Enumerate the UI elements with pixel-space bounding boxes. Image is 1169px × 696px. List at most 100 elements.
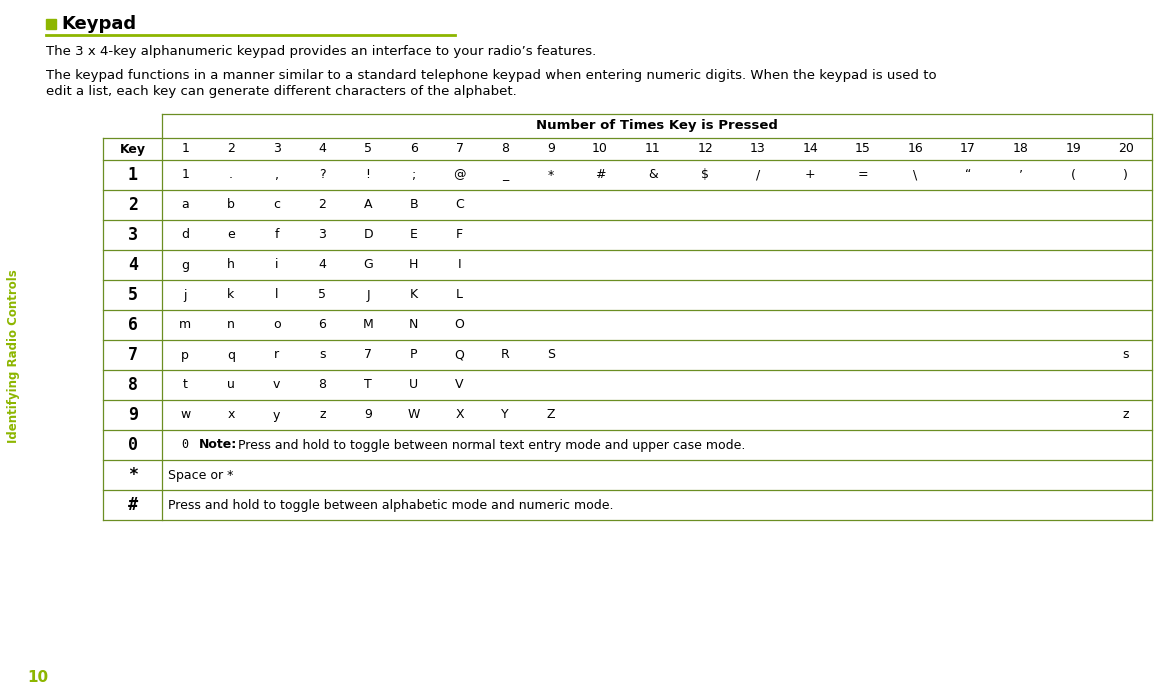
Text: K: K [410,289,417,301]
Text: The 3 x 4-key alphanumeric keypad provides an interface to your radio’s features: The 3 x 4-key alphanumeric keypad provid… [46,45,596,58]
Text: b: b [227,198,235,212]
Text: M: M [362,319,373,331]
Text: 7: 7 [127,346,138,364]
Text: Space or *: Space or * [168,468,234,482]
Text: w: w [180,409,191,422]
Text: 9: 9 [365,409,372,422]
Text: 2: 2 [318,198,326,212]
Text: 7: 7 [364,349,372,361]
Text: s: s [1122,349,1129,361]
Text: “: “ [964,168,971,182]
Text: ): ) [1123,168,1128,182]
Text: *: * [127,466,138,484]
Text: x: x [227,409,235,422]
Text: S: S [547,349,555,361]
Text: F: F [456,228,463,242]
Text: 16: 16 [907,143,924,155]
Text: a: a [181,198,189,212]
Text: 10: 10 [27,670,49,686]
Text: 1: 1 [127,166,138,184]
Text: y: y [274,409,281,422]
Text: L: L [456,289,463,301]
Text: J: J [366,289,369,301]
Text: Y: Y [502,409,509,422]
Text: C: C [455,198,464,212]
Text: Keypad: Keypad [61,15,136,33]
Text: !: ! [366,168,371,182]
Text: ;: ; [411,168,416,182]
Text: 8: 8 [127,376,138,394]
Text: I: I [458,258,462,271]
Text: #: # [127,496,138,514]
Text: V: V [455,379,464,391]
Text: 3: 3 [272,143,281,155]
Text: 3: 3 [318,228,326,242]
Text: 1: 1 [181,143,189,155]
Text: @: @ [454,168,465,182]
Text: 19: 19 [1065,143,1081,155]
Text: 0: 0 [181,438,189,452]
Text: u: u [227,379,235,391]
FancyBboxPatch shape [46,19,56,29]
Text: 9: 9 [127,406,138,424]
Text: 2: 2 [127,196,138,214]
Text: z: z [1122,409,1129,422]
Text: 0: 0 [127,436,138,454]
Text: edit a list, each key can generate different characters of the alphabet.: edit a list, each key can generate diffe… [46,84,517,97]
Text: 4: 4 [318,143,326,155]
Text: 14: 14 [802,143,818,155]
Text: U: U [409,379,419,391]
Text: 5: 5 [318,289,326,301]
Text: 5: 5 [364,143,372,155]
Text: f: f [275,228,279,242]
Text: h: h [227,258,235,271]
Text: Q: Q [455,349,464,361]
Text: 9: 9 [547,143,555,155]
Text: The keypad functions in a manner similar to a standard telephone keypad when ent: The keypad functions in a manner similar… [46,70,936,83]
Text: q: q [227,349,235,361]
Text: v: v [274,379,281,391]
Text: ,: , [275,168,278,182]
Text: R: R [500,349,510,361]
Text: Press and hold to toggle between normal text entry mode and upper case mode.: Press and hold to toggle between normal … [230,438,746,452]
Text: z: z [319,409,326,422]
Text: T: T [365,379,372,391]
Text: t: t [182,379,188,391]
Text: A: A [364,198,373,212]
Text: 7: 7 [456,143,464,155]
Text: N: N [409,319,419,331]
Text: 6: 6 [410,143,417,155]
Text: l: l [275,289,278,301]
Text: j: j [184,289,187,301]
Text: 5: 5 [127,286,138,304]
Text: Note:: Note: [199,438,236,452]
Text: 1: 1 [181,168,189,182]
Text: 13: 13 [749,143,766,155]
Text: *: * [548,168,554,182]
Text: Z: Z [547,409,555,422]
Text: (: ( [1071,168,1075,182]
Text: 6: 6 [318,319,326,331]
Text: D: D [364,228,373,242]
Text: B: B [409,198,419,212]
Text: Identifying Radio Controls: Identifying Radio Controls [7,269,21,443]
Text: 12: 12 [698,143,713,155]
Text: Number of Times Key is Pressed: Number of Times Key is Pressed [537,120,779,132]
Text: .: . [229,168,233,182]
Text: 6: 6 [127,316,138,334]
Text: 2: 2 [227,143,235,155]
Text: &: & [648,168,657,182]
Text: O: O [455,319,464,331]
Text: r: r [274,349,279,361]
Text: 8: 8 [502,143,510,155]
Text: s: s [319,349,326,361]
Text: ?: ? [319,168,326,182]
Text: p: p [181,349,189,361]
Text: 10: 10 [593,143,608,155]
Text: X: X [455,409,464,422]
Text: 20: 20 [1118,143,1134,155]
Text: \: \ [913,168,918,182]
Text: H: H [409,258,419,271]
Text: +: + [805,168,816,182]
Text: =: = [858,168,869,182]
